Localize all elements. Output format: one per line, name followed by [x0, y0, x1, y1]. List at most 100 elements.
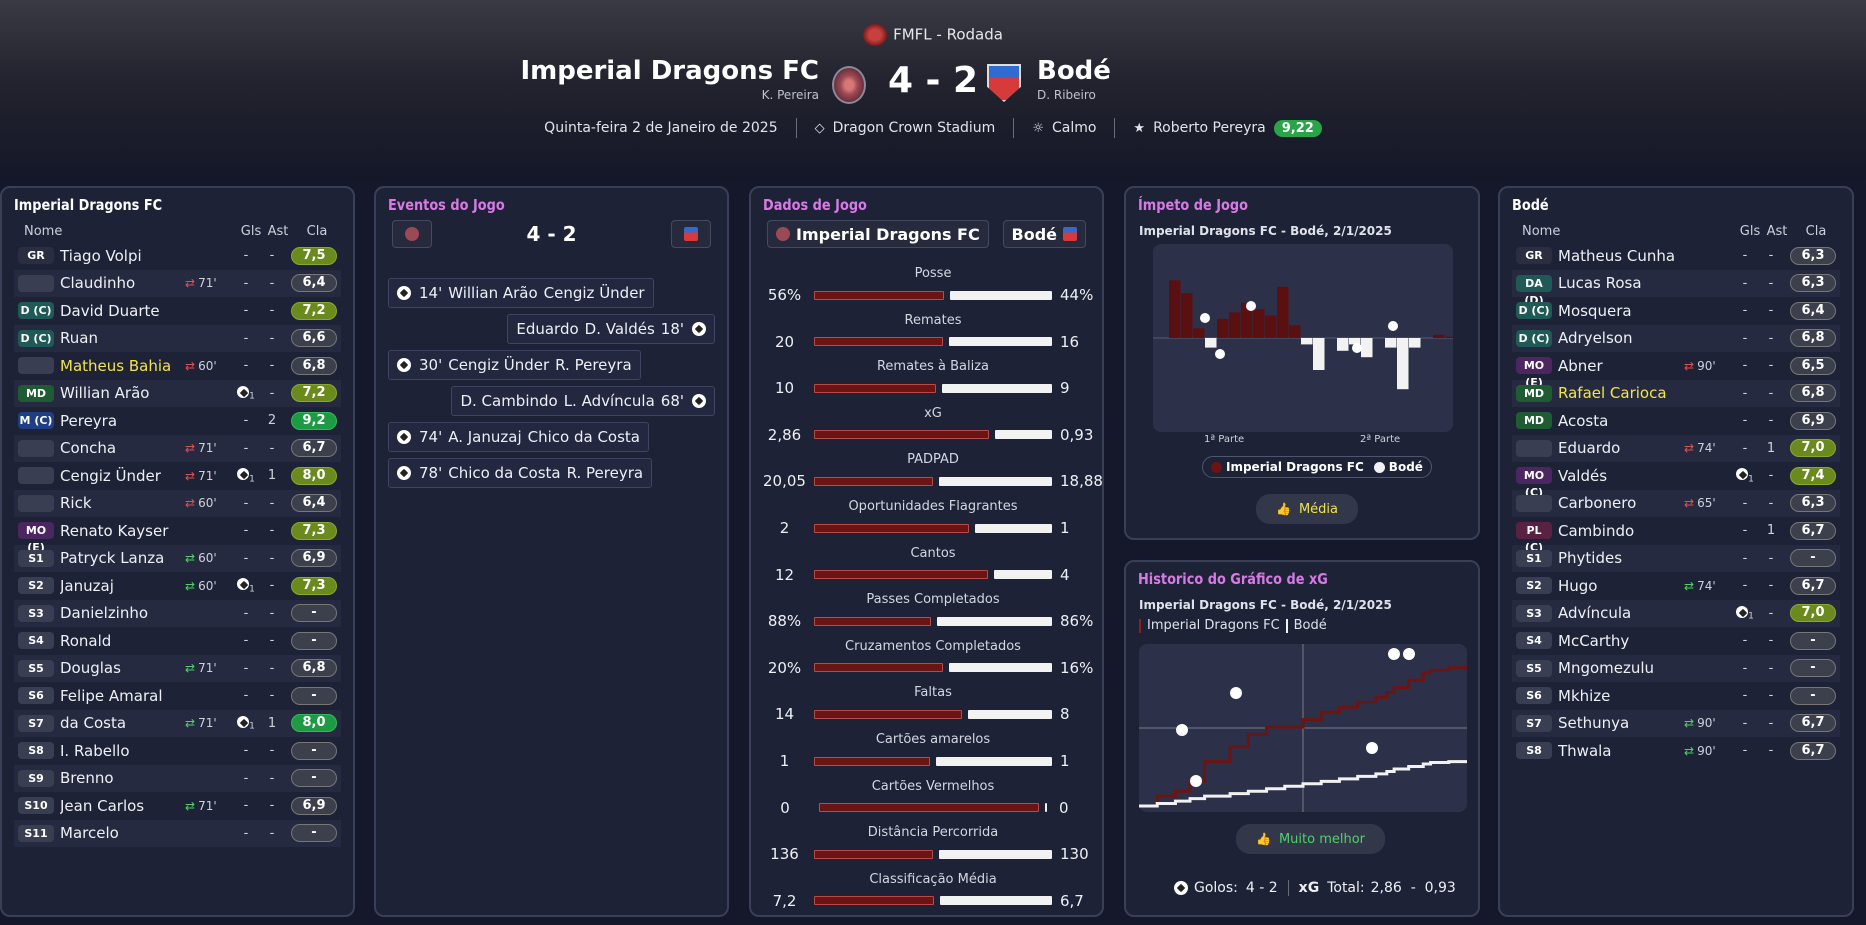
player-row[interactable]: S4 McCarthy - - - — [1512, 627, 1840, 655]
player-name[interactable]: Matheus Cunha — [1558, 246, 1676, 265]
stadium-info[interactable]: ◇ Dragon Crown Stadium — [814, 120, 996, 136]
player-name[interactable]: Hugo — [1558, 576, 1598, 595]
player-row[interactable]: S1 Phytides - - - — [1512, 544, 1840, 572]
player-row[interactable]: S10 Jean Carlos ⇄ 71' - -6,9 — [14, 792, 341, 820]
goal-event[interactable]: 14' Willian Arão Cengiz Ünder — [388, 278, 654, 308]
player-name[interactable]: Mkhize — [1558, 686, 1611, 705]
player-row[interactable]: Claudinho ⇄ 71' - -6,4 — [14, 269, 341, 297]
player-row[interactable]: S8 Thwala ⇄ 90' - -6,7 — [1512, 737, 1840, 765]
player-row[interactable]: GR Matheus Cunha - -6,3 — [1512, 242, 1840, 270]
player-row[interactable]: Concha ⇄ 71' - -6,7 — [14, 434, 341, 462]
player-name[interactable]: Marcelo — [60, 824, 119, 843]
player-row[interactable]: MO (E) Renato Kayser - -7,3 — [14, 517, 341, 554]
away-crest-icon[interactable] — [671, 220, 711, 248]
player-row[interactable]: S3 Advíncula 1 -7,0 — [1512, 599, 1840, 627]
player-row[interactable]: S6 Felipe Amaral - - - — [14, 682, 341, 710]
player-row[interactable]: M (C) Pereyra - 2 9,2 — [14, 407, 341, 435]
player-name[interactable]: Phytides — [1558, 549, 1623, 568]
player-row[interactable]: Carbonero ⇄ 65' - -6,3 — [1512, 489, 1840, 517]
away-team-name[interactable]: Bodé — [1037, 56, 1111, 86]
player-row[interactable]: MD Acosta - -6,9 — [1512, 407, 1840, 435]
player-row[interactable]: Rick ⇄ 60' - -6,4 — [14, 489, 341, 517]
player-name[interactable]: Willian Arão — [60, 384, 150, 403]
player-name[interactable]: Valdés — [1558, 466, 1608, 485]
player-name[interactable]: Rafael Carioca — [1558, 384, 1667, 403]
away-crest-icon[interactable] — [987, 64, 1021, 102]
player-name[interactable]: Tiago Volpi — [60, 246, 142, 265]
player-name[interactable]: McCarthy — [1558, 631, 1630, 650]
player-row[interactable]: MD Rafael Carioca - -6,8 — [1512, 379, 1840, 407]
player-name[interactable]: David Duarte — [60, 301, 160, 320]
player-row[interactable]: S3 Danielzinho - - - — [14, 599, 341, 627]
player-name[interactable]: Matheus Bahia — [60, 356, 172, 375]
legend-home[interactable]: Imperial Dragons FC — [1211, 460, 1364, 474]
player-name[interactable]: Pereyra — [60, 411, 118, 430]
player-row[interactable]: S8 I. Rabello - - - — [14, 737, 341, 765]
goal-event[interactable]: 78' Chico da Costa R. Pereyra — [388, 458, 653, 488]
player-name[interactable]: Eduardo — [1558, 439, 1621, 458]
player-name[interactable]: Sethunya — [1558, 714, 1630, 733]
player-name[interactable]: Ronald — [60, 631, 112, 650]
player-name[interactable]: Felipe Amaral — [60, 686, 163, 705]
player-name[interactable]: Mngomezulu — [1558, 659, 1655, 678]
stats-home-team[interactable]: Imperial Dragons FC — [767, 220, 989, 248]
man-of-match[interactable]: ★ Roberto Pereyra 9,22 — [1133, 119, 1322, 137]
player-row[interactable]: D (C) Ruan - -6,6 — [14, 324, 341, 352]
goal-event[interactable]: D. Cambindo L. Advíncula 68' — [451, 386, 715, 416]
player-row[interactable]: GR Tiago Volpi - -7,5 — [14, 242, 341, 270]
player-row[interactable]: D (C) David Duarte - -7,2 — [14, 297, 341, 325]
player-name[interactable]: Cambindo — [1558, 521, 1635, 540]
home-crest-icon[interactable] — [832, 66, 866, 104]
player-name[interactable]: Abner — [1558, 356, 1603, 375]
player-row[interactable]: MO (C) Valdés 1 -7,4 — [1512, 462, 1840, 499]
player-name[interactable]: Cengiz Ünder — [60, 466, 161, 485]
player-row[interactable]: S4 Ronald - - - — [14, 627, 341, 655]
player-name[interactable]: Thwala — [1558, 741, 1612, 760]
player-row[interactable]: Cengiz Ünder ⇄ 71' 1 1 8,0 — [14, 462, 341, 490]
player-row[interactable]: S7 da Costa ⇄ 71' 1 1 8,0 — [14, 709, 341, 737]
away-manager[interactable]: D. Ribeiro — [1037, 88, 1096, 102]
player-name[interactable]: Januzaj — [60, 576, 114, 595]
goal-event[interactable]: Eduardo D. Valdés 18' — [507, 314, 715, 344]
player-row[interactable]: S1 Patryck Lanza ⇄ 60' - -6,9 — [14, 544, 341, 572]
player-row[interactable]: S2 Hugo ⇄ 74' - -6,7 — [1512, 572, 1840, 600]
player-name[interactable]: Adryelson — [1558, 329, 1633, 348]
player-name[interactable]: I. Rabello — [60, 741, 130, 760]
legend-away[interactable]: Bodé — [1373, 460, 1423, 474]
player-name[interactable]: Concha — [60, 439, 117, 458]
player-row[interactable]: S6 Mkhize - - - — [1512, 682, 1840, 710]
player-name[interactable]: Advíncula — [1558, 604, 1632, 623]
player-name[interactable]: da Costa — [60, 714, 127, 733]
home-team-name[interactable]: Imperial Dragons FC — [520, 56, 819, 86]
player-name[interactable]: Lucas Rosa — [1558, 274, 1642, 293]
player-row[interactable]: MO (E) Abner ⇄ 90' - -6,5 — [1512, 352, 1840, 389]
player-row[interactable]: PL (C) Cambindo - 1 6,7 — [1512, 517, 1840, 554]
home-crest-icon[interactable] — [392, 220, 432, 248]
away-team-block[interactable]: Bodé D. Ribeiro — [1037, 56, 1111, 102]
player-name[interactable]: Rick — [60, 494, 92, 513]
player-row[interactable]: DA (D) Lucas Rosa - -6,3 — [1512, 269, 1840, 307]
player-row[interactable]: S5 Douglas ⇄ 71' - -6,8 — [14, 654, 341, 682]
player-name[interactable]: Mosquera — [1558, 301, 1632, 320]
player-name[interactable]: Claudinho — [60, 274, 136, 293]
player-row[interactable]: Eduardo ⇄ 74' -1 7,0 — [1512, 434, 1840, 462]
player-row[interactable]: Matheus Bahia ⇄ 60' - -6,8 — [14, 352, 341, 380]
player-row[interactable]: D (C) Mosquera - -6,4 — [1512, 297, 1840, 325]
player-row[interactable]: S5 Mngomezulu - - - — [1512, 654, 1840, 682]
player-row[interactable]: D (C) Adryelson - -6,8 — [1512, 324, 1840, 352]
player-name[interactable]: Jean Carlos — [60, 796, 145, 815]
player-row[interactable]: S9 Brenno - - - — [14, 764, 341, 792]
player-row[interactable]: S7 Sethunya ⇄ 90' - -6,7 — [1512, 709, 1840, 737]
player-name[interactable]: Carbonero — [1558, 494, 1637, 513]
player-name[interactable]: Douglas — [60, 659, 121, 678]
player-name[interactable]: Acosta — [1558, 411, 1609, 430]
player-name[interactable]: Danielzinho — [60, 604, 149, 623]
goal-event[interactable]: 74' A. Januzaj Chico da Costa — [388, 422, 649, 452]
player-row[interactable]: S11 Marcelo - - - — [14, 819, 341, 847]
player-row[interactable]: S2 Januzaj ⇄ 60' 1 -7,3 — [14, 572, 341, 600]
player-name[interactable]: Patryck Lanza — [60, 549, 165, 568]
home-manager[interactable]: K. Pereira — [761, 88, 819, 102]
player-name[interactable]: Brenno — [60, 769, 114, 788]
player-row[interactable]: MD Willian Arão 1 -7,2 — [14, 379, 341, 407]
home-team-block[interactable]: Imperial Dragons FC K. Pereira — [520, 56, 819, 102]
